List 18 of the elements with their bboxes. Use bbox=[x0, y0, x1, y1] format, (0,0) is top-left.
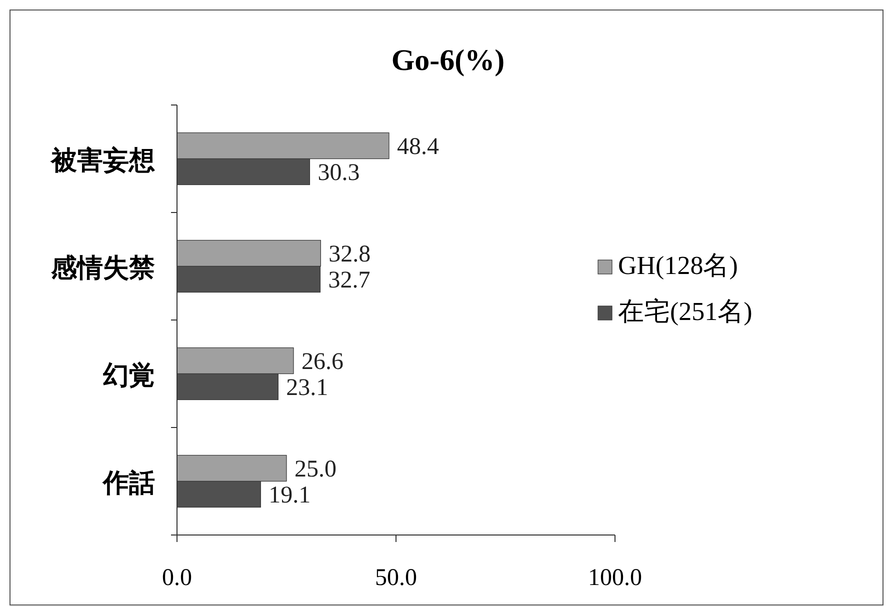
legend-label: GH(128名) bbox=[618, 251, 738, 280]
x-tick-label: 0.0 bbox=[162, 565, 192, 591]
x-tick-label: 100.0 bbox=[588, 565, 642, 591]
data-label: 48.4 bbox=[396, 134, 439, 160]
x-tick-label: 50.0 bbox=[375, 565, 417, 591]
data-label: 30.3 bbox=[318, 160, 360, 186]
data-label: 32.8 bbox=[328, 241, 371, 268]
y-tick-label: 幻覚 bbox=[103, 360, 155, 390]
data-label: 19.1 bbox=[268, 482, 311, 508]
y-tick-label: 被害妄想 bbox=[50, 144, 155, 175]
chart-title: Go-6(%) bbox=[391, 44, 505, 77]
data-label: 25.0 bbox=[294, 456, 336, 482]
y-tick-label: 感情失禁 bbox=[50, 253, 155, 282]
data-label: 26.6 bbox=[302, 348, 344, 375]
legend-label: 在宅(251名) bbox=[618, 297, 752, 326]
data-label: 23.1 bbox=[286, 374, 328, 401]
data-label: 32.7 bbox=[328, 267, 370, 294]
y-tick-label: 作話 bbox=[102, 468, 155, 498]
